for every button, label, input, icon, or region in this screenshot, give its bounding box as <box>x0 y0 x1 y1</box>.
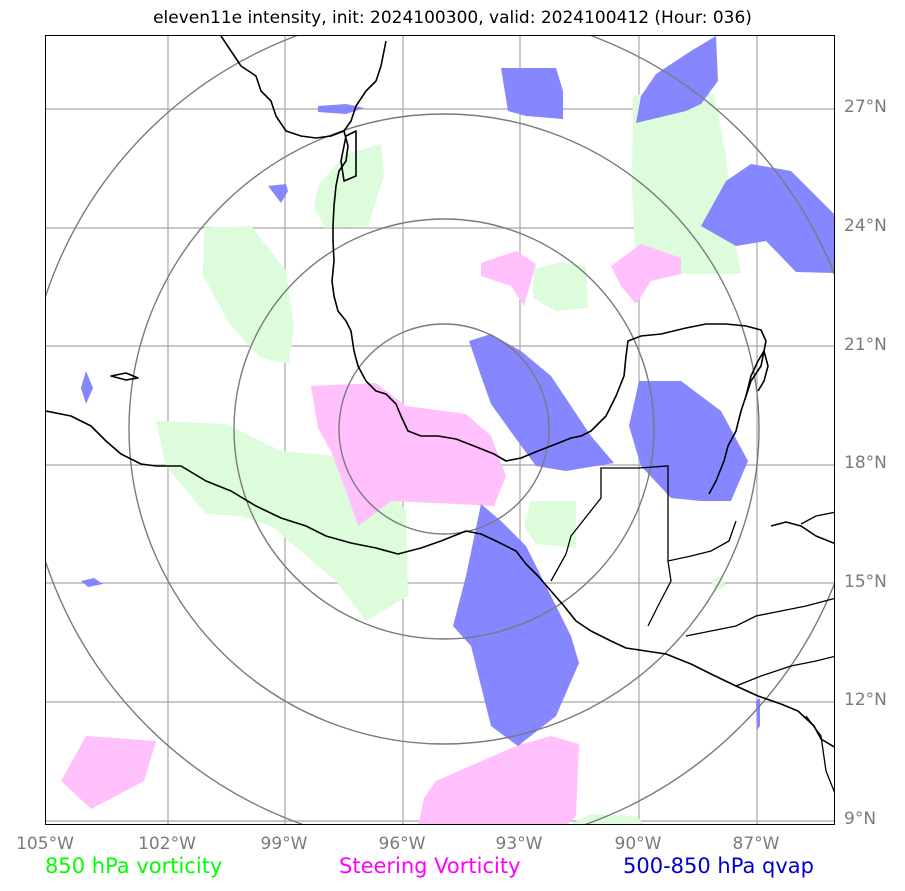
border-honduras <box>685 597 834 637</box>
steering-vorticity-region <box>481 251 536 306</box>
country-borders <box>550 465 834 793</box>
vorticity-850-region <box>570 814 644 824</box>
border-guatemala-belize <box>647 560 672 627</box>
range-rings <box>46 36 834 824</box>
qvap-region <box>501 68 563 119</box>
vorticity-850-region <box>524 501 576 548</box>
steering-vorticity-region <box>611 244 681 304</box>
qvap-region <box>453 504 579 746</box>
lon-label-96: 96°W <box>378 834 426 854</box>
vorticity-850-region <box>314 144 384 228</box>
coastlines <box>46 36 834 748</box>
map-canvas <box>46 36 834 824</box>
steering-vorticity-region <box>418 736 579 824</box>
qvap-region <box>701 164 834 273</box>
legend-steering-vorticity: Steering Vorticity <box>339 854 521 878</box>
lon-label-105: 105°W <box>16 834 74 854</box>
coastline-gulf-islands <box>340 130 357 182</box>
steering-vorticity-region <box>311 383 506 526</box>
range-ring <box>233 218 655 640</box>
coastline-yucatan-east <box>745 350 769 397</box>
lon-label-90: 90°W <box>614 834 662 854</box>
legend-qvap: 500-850 hPa qvap <box>623 854 814 878</box>
qvap-region <box>318 104 364 114</box>
lat-label-15: 15°N <box>844 572 887 592</box>
lat-label-12: 12°N <box>844 690 887 710</box>
coastline-texas <box>331 130 767 495</box>
lat-label-9: 9°N <box>844 809 877 829</box>
legend-vorticity-850: 850 hPa vorticity <box>45 854 223 878</box>
lon-label-87: 87°W <box>732 834 780 854</box>
coastline-baja-tip <box>110 372 139 381</box>
range-ring <box>128 113 760 745</box>
steering-vorticity-contours <box>61 244 681 824</box>
coastline-gulf-west <box>220 36 387 139</box>
lat-label-21: 21°N <box>844 335 887 355</box>
lat-label-27: 27°N <box>844 97 887 117</box>
map-title: eleven11e intensity, init: 2024100300, v… <box>153 8 752 28</box>
border-mexico-guatemala <box>550 465 737 582</box>
qvap-region <box>268 184 288 203</box>
steering-vorticity-region <box>61 736 156 809</box>
border-nicaragua <box>735 655 834 687</box>
qvap-region <box>81 371 93 404</box>
border-panama-costa-rica <box>805 715 834 793</box>
qvap-region <box>81 578 103 587</box>
lon-label-102: 102°W <box>138 834 196 854</box>
lat-label-24: 24°N <box>844 216 887 236</box>
border-cuba-peninsula <box>800 511 834 525</box>
lon-label-93: 93°W <box>495 834 543 854</box>
vorticity-850-region <box>533 262 588 311</box>
lat-label-18: 18°N <box>844 453 887 473</box>
range-ring <box>338 323 550 535</box>
lon-label-99: 99°W <box>260 834 308 854</box>
coastline-pacific <box>46 410 834 748</box>
vorticity-850-region <box>203 226 294 364</box>
map-panel <box>45 35 835 825</box>
qvap-region <box>629 381 748 501</box>
coastline-honduras <box>770 521 834 545</box>
